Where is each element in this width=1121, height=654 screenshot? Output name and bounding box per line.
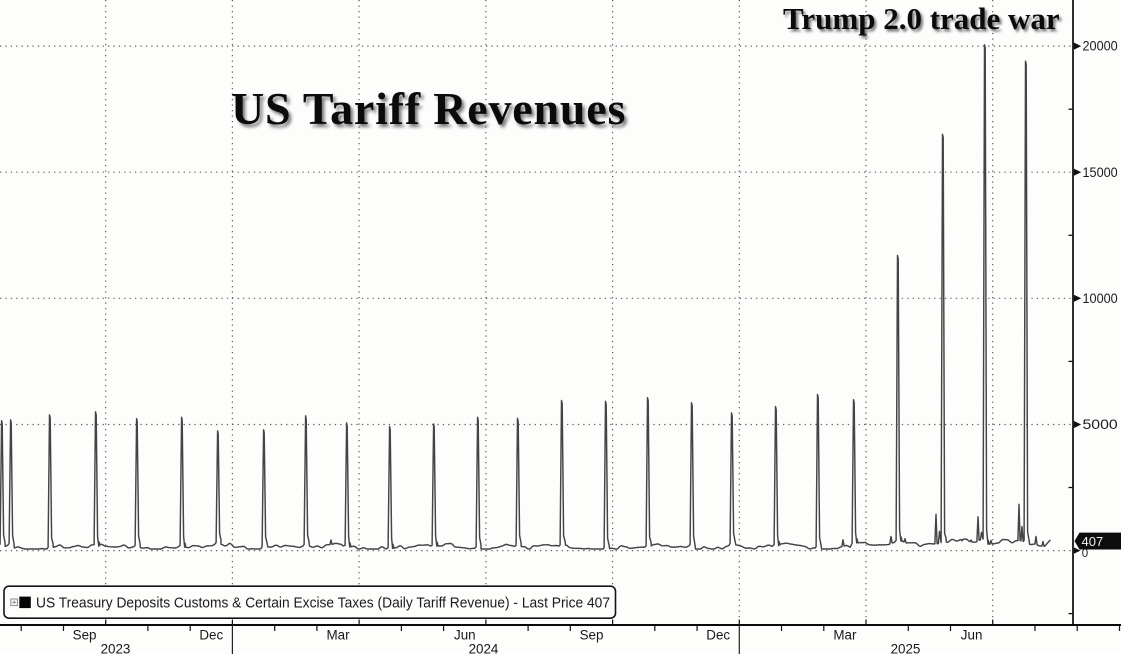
svg-text:Mar: Mar bbox=[326, 628, 350, 643]
svg-text:Dec: Dec bbox=[199, 628, 223, 643]
svg-text:20000: 20000 bbox=[1083, 39, 1118, 54]
svg-text:2025: 2025 bbox=[891, 642, 921, 654]
svg-text:Dec: Dec bbox=[706, 628, 730, 643]
svg-text:Mar: Mar bbox=[833, 628, 857, 643]
svg-text:Jun: Jun bbox=[961, 628, 983, 643]
svg-text:Sep: Sep bbox=[580, 628, 604, 643]
svg-text:15000: 15000 bbox=[1083, 165, 1118, 180]
svg-text:0: 0 bbox=[1082, 548, 1088, 560]
svg-text:5000: 5000 bbox=[1083, 417, 1118, 432]
svg-text:407: 407 bbox=[1082, 534, 1104, 549]
svg-text:US Treasury Deposits Customs &: US Treasury Deposits Customs & Certain E… bbox=[36, 595, 610, 611]
svg-text:Jun: Jun bbox=[454, 628, 476, 643]
svg-text:2023: 2023 bbox=[101, 642, 131, 654]
svg-text:2024: 2024 bbox=[469, 642, 499, 654]
svg-text:10000: 10000 bbox=[1083, 291, 1118, 306]
svg-text:Sep: Sep bbox=[73, 628, 97, 643]
